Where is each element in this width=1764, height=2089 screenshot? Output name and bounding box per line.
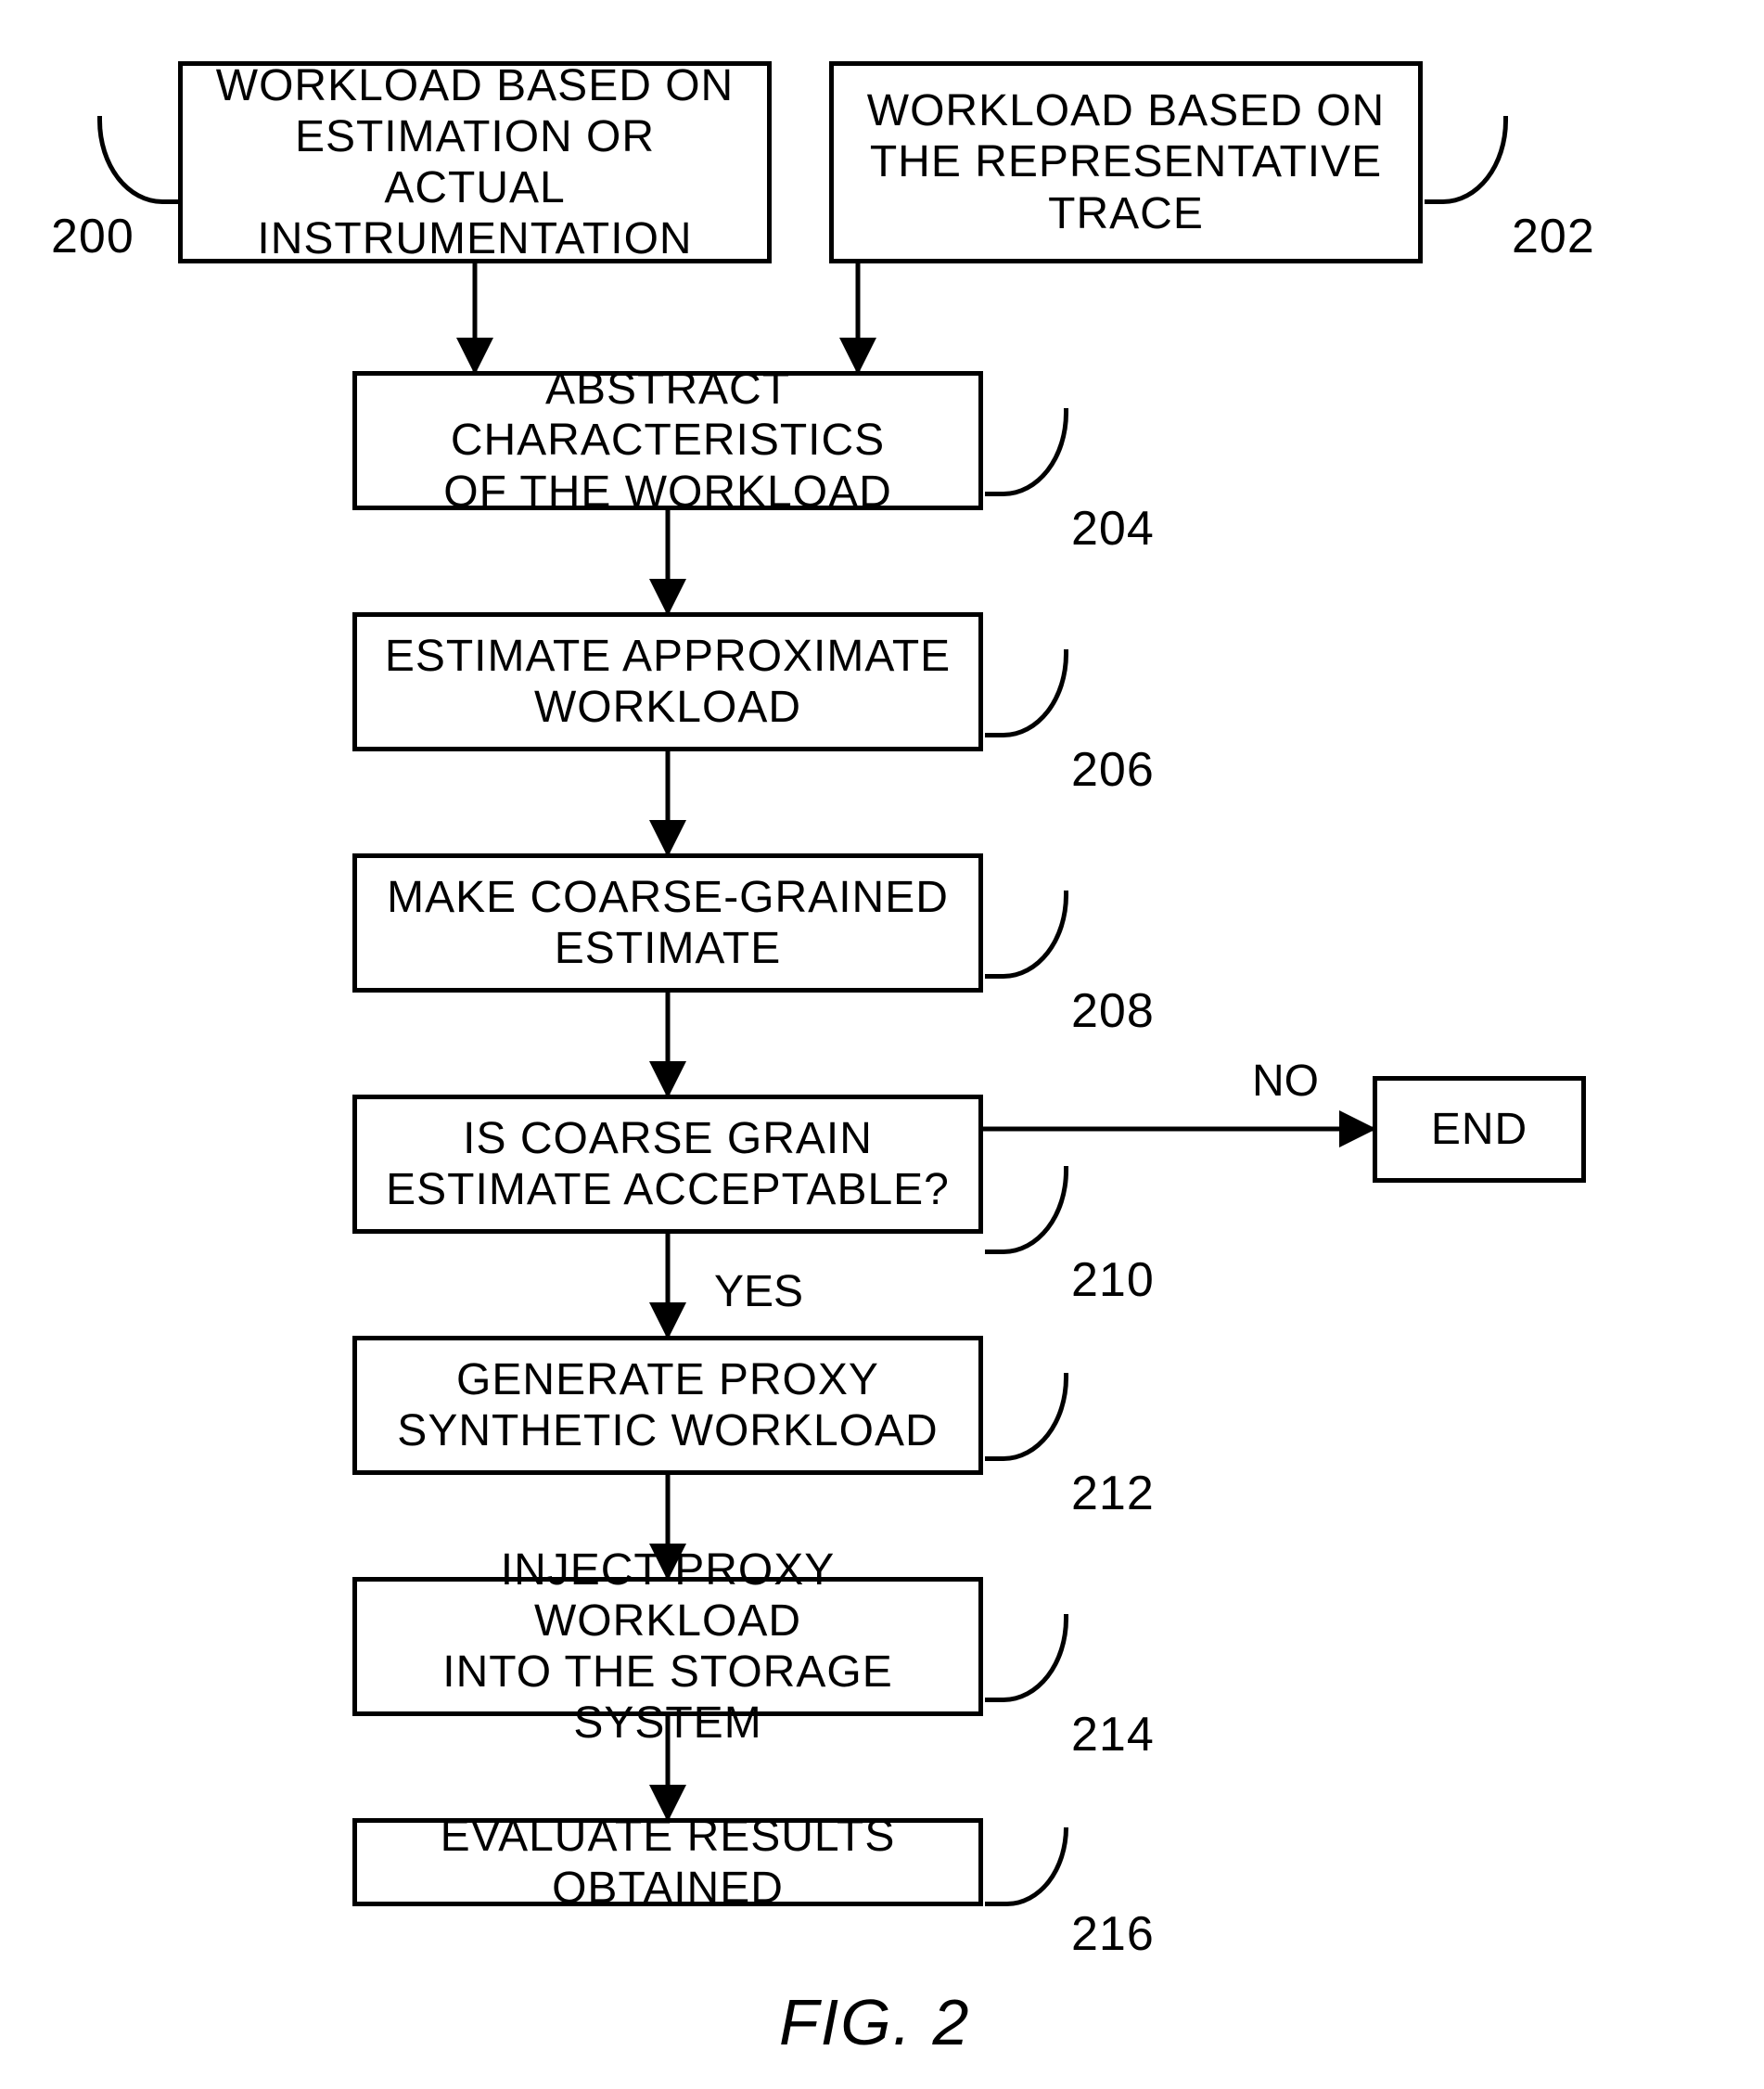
node-206-label: ESTIMATE APPROXIMATEWORKLOAD: [385, 631, 951, 733]
ref-212: 212: [1071, 1466, 1155, 1521]
node-214: INJECT PROXY WORKLOADINTO THE STORAGE SY…: [352, 1577, 983, 1716]
node-200-label: WORKLOAD BASED ONESTIMATION OR ACTUALINS…: [199, 60, 750, 265]
callout-214: [985, 1614, 1068, 1702]
ref-214: 214: [1071, 1707, 1155, 1762]
node-202: WORKLOAD BASED ONTHE REPRESENTATIVETRACE: [829, 61, 1423, 263]
node-210-label: IS COARSE GRAINESTIMATE ACCEPTABLE?: [386, 1113, 950, 1215]
ref-204: 204: [1071, 501, 1155, 557]
node-end-label: END: [1431, 1104, 1528, 1155]
ref-206: 206: [1071, 742, 1155, 798]
callout-202: [1425, 116, 1508, 204]
ref-216: 216: [1071, 1906, 1155, 1962]
node-208-label: MAKE COARSE-GRAINEDESTIMATE: [387, 872, 949, 974]
node-204: ABSTRACT CHARACTERISTICSOF THE WORKLOAD: [352, 371, 983, 510]
callout-216: [985, 1827, 1068, 1906]
node-212-label: GENERATE PROXYSYNTHETIC WORKLOAD: [397, 1354, 938, 1456]
node-204-label: ABSTRACT CHARACTERISTICSOF THE WORKLOAD: [374, 364, 962, 518]
node-216-label: EVALUATE RESULTS OBTAINED: [374, 1811, 962, 1913]
callout-200: [97, 116, 181, 204]
callout-204: [985, 408, 1068, 496]
figure-label: FIG. 2: [779, 1985, 970, 2059]
node-212: GENERATE PROXYSYNTHETIC WORKLOAD: [352, 1336, 983, 1475]
edge-label-yes: YES: [714, 1266, 803, 1317]
node-200: WORKLOAD BASED ONESTIMATION OR ACTUALINS…: [178, 61, 772, 263]
edge-label-no: NO: [1252, 1056, 1319, 1107]
node-end: END: [1373, 1076, 1586, 1183]
node-202-label: WORKLOAD BASED ONTHE REPRESENTATIVETRACE: [867, 85, 1385, 239]
callout-208: [985, 891, 1068, 979]
node-214-label: INJECT PROXY WORKLOADINTO THE STORAGE SY…: [374, 1544, 962, 1749]
node-216: EVALUATE RESULTS OBTAINED: [352, 1818, 983, 1906]
node-208: MAKE COARSE-GRAINEDESTIMATE: [352, 853, 983, 993]
callout-212: [985, 1373, 1068, 1461]
edges-overlay: [0, 0, 1764, 2089]
callout-206: [985, 649, 1068, 737]
ref-210: 210: [1071, 1252, 1155, 1308]
node-206: ESTIMATE APPROXIMATEWORKLOAD: [352, 612, 983, 751]
ref-202: 202: [1512, 209, 1595, 264]
node-210: IS COARSE GRAINESTIMATE ACCEPTABLE?: [352, 1095, 983, 1234]
ref-200: 200: [51, 209, 134, 264]
callout-210: [985, 1166, 1068, 1254]
flowchart-canvas: WORKLOAD BASED ONESTIMATION OR ACTUALINS…: [0, 0, 1764, 2089]
ref-208: 208: [1071, 983, 1155, 1039]
